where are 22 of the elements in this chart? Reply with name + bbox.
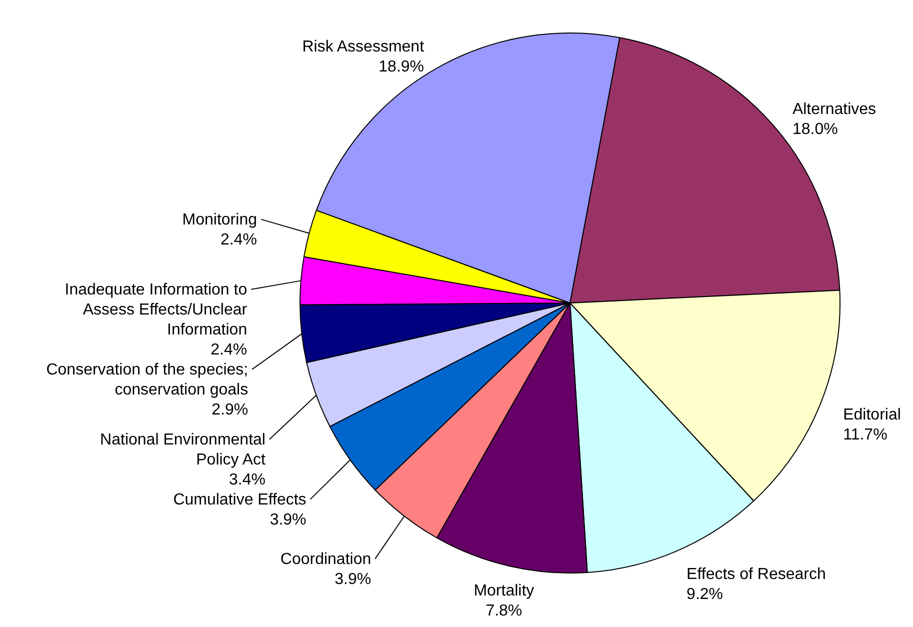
data-label: 18.9%	[378, 58, 424, 76]
data-label: 3.4%	[229, 471, 266, 488]
data-label: 2.9%	[212, 401, 248, 418]
data-label: 2.4%	[220, 231, 257, 248]
slice-label: Monitoring	[182, 211, 257, 228]
data-label: 18.0%	[792, 121, 838, 138]
data-label: 9.2%	[686, 586, 724, 604]
data-label: 3.9%	[334, 570, 372, 588]
data-label: 2.4%	[210, 341, 248, 358]
data-label: 3.9%	[270, 511, 306, 528]
slice-label: Editorial	[843, 406, 901, 424]
data-label: 7.8%	[486, 602, 522, 620]
slice-label: Coordination	[280, 550, 372, 568]
slice-label: Effects of Research	[686, 566, 826, 584]
data-label: 11.7%	[843, 426, 888, 444]
slice-label: Cumulative Effects	[173, 491, 306, 508]
slice-label: Risk Assessment	[302, 38, 425, 56]
slice-label: Alternatives	[792, 101, 876, 118]
slice-label: Conservation of the species; conservation goals	[46, 361, 248, 398]
slice-label: Inadequate Information to Assess Effects/Unclear Information	[64, 281, 248, 338]
slice-label: Mortality	[474, 582, 534, 600]
slice-label: National Environmental Policy Act	[100, 431, 266, 468]
